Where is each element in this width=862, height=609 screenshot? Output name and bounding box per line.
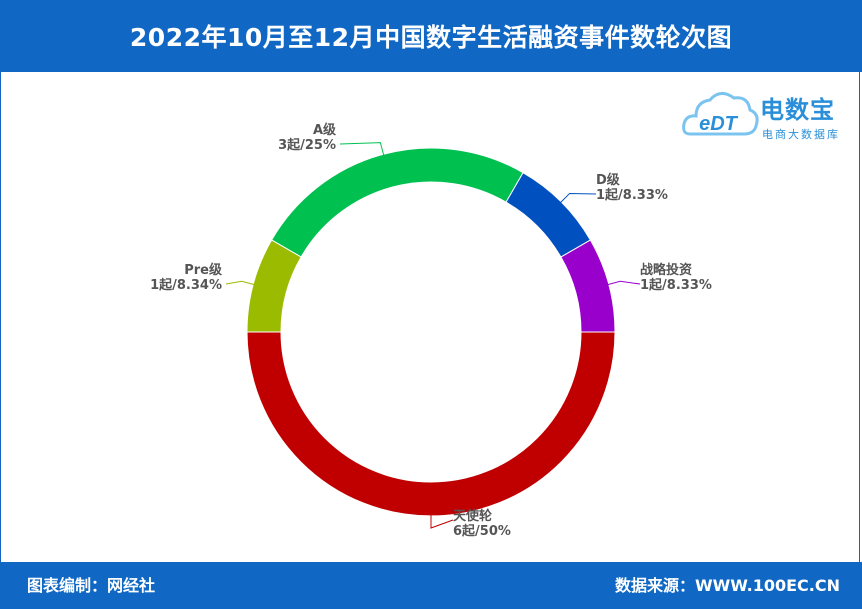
footer-source: 数据来源：WWW.100EC.CN <box>614 576 840 595</box>
slice-value-label-1: 1起/8.34% <box>150 277 222 293</box>
title-bar: 2022年10月至12月中国数字生活融资事件数轮次图 <box>0 0 862 72</box>
slice-4 <box>560 239 616 333</box>
brand-logo: eDT 电数宝 电商大数据库 <box>680 82 852 152</box>
leader-line-1 <box>225 280 256 286</box>
chart-title: 2022年10月至12月中国数字生活融资事件数轮次图 <box>129 23 733 52</box>
leader-line-3 <box>559 192 597 204</box>
slice-1 <box>246 239 302 333</box>
donut-labels: 天使轮6起/50%Pre级1起/8.34%A级3起/25%D级1起/8.33%战… <box>150 122 712 539</box>
slice-name-label-4: 战略投资 <box>640 262 692 278</box>
donut-chart: 天使轮6起/50%Pre级1起/8.34%A级3起/25%D级1起/8.33%战… <box>150 122 712 539</box>
footer-credit: 图表编制：网经社 <box>27 576 156 595</box>
slice-name-label-2: A级 <box>313 122 337 138</box>
slice-3 <box>505 172 592 258</box>
cloud-logo-icon: eDT <box>682 92 759 136</box>
logo-mark: eDT <box>699 113 739 135</box>
slice-value-label-4: 1起/8.33% <box>640 277 712 293</box>
slice-name-label-3: D级 <box>596 172 621 188</box>
slice-0 <box>246 331 616 517</box>
footer-bar: 图表编制：网经社 数据来源：WWW.100EC.CN <box>0 562 862 609</box>
logo-brand: 电数宝 <box>760 96 835 124</box>
slice-name-label-1: Pre级 <box>184 262 223 278</box>
slice-value-label-3: 1起/8.33% <box>596 187 668 203</box>
logo-subtitle: 电商大数据库 <box>762 128 840 141</box>
slice-2 <box>271 147 524 258</box>
leader-line-2 <box>339 142 385 157</box>
leader-line-0 <box>430 514 454 529</box>
slice-value-label-2: 3起/25% <box>278 137 336 153</box>
donut-slices <box>246 147 616 517</box>
slice-name-label-0: 天使轮 <box>453 508 492 524</box>
slice-value-label-0: 6起/50% <box>453 523 511 539</box>
leader-line-4 <box>606 280 641 286</box>
